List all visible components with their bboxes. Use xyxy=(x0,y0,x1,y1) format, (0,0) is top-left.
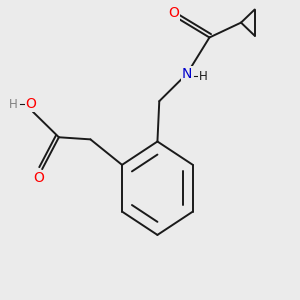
Text: H: H xyxy=(9,98,18,111)
Text: N: N xyxy=(182,67,192,81)
Text: O: O xyxy=(26,97,37,111)
Text: O: O xyxy=(168,6,179,20)
Text: H: H xyxy=(198,70,207,83)
Text: O: O xyxy=(34,171,45,184)
